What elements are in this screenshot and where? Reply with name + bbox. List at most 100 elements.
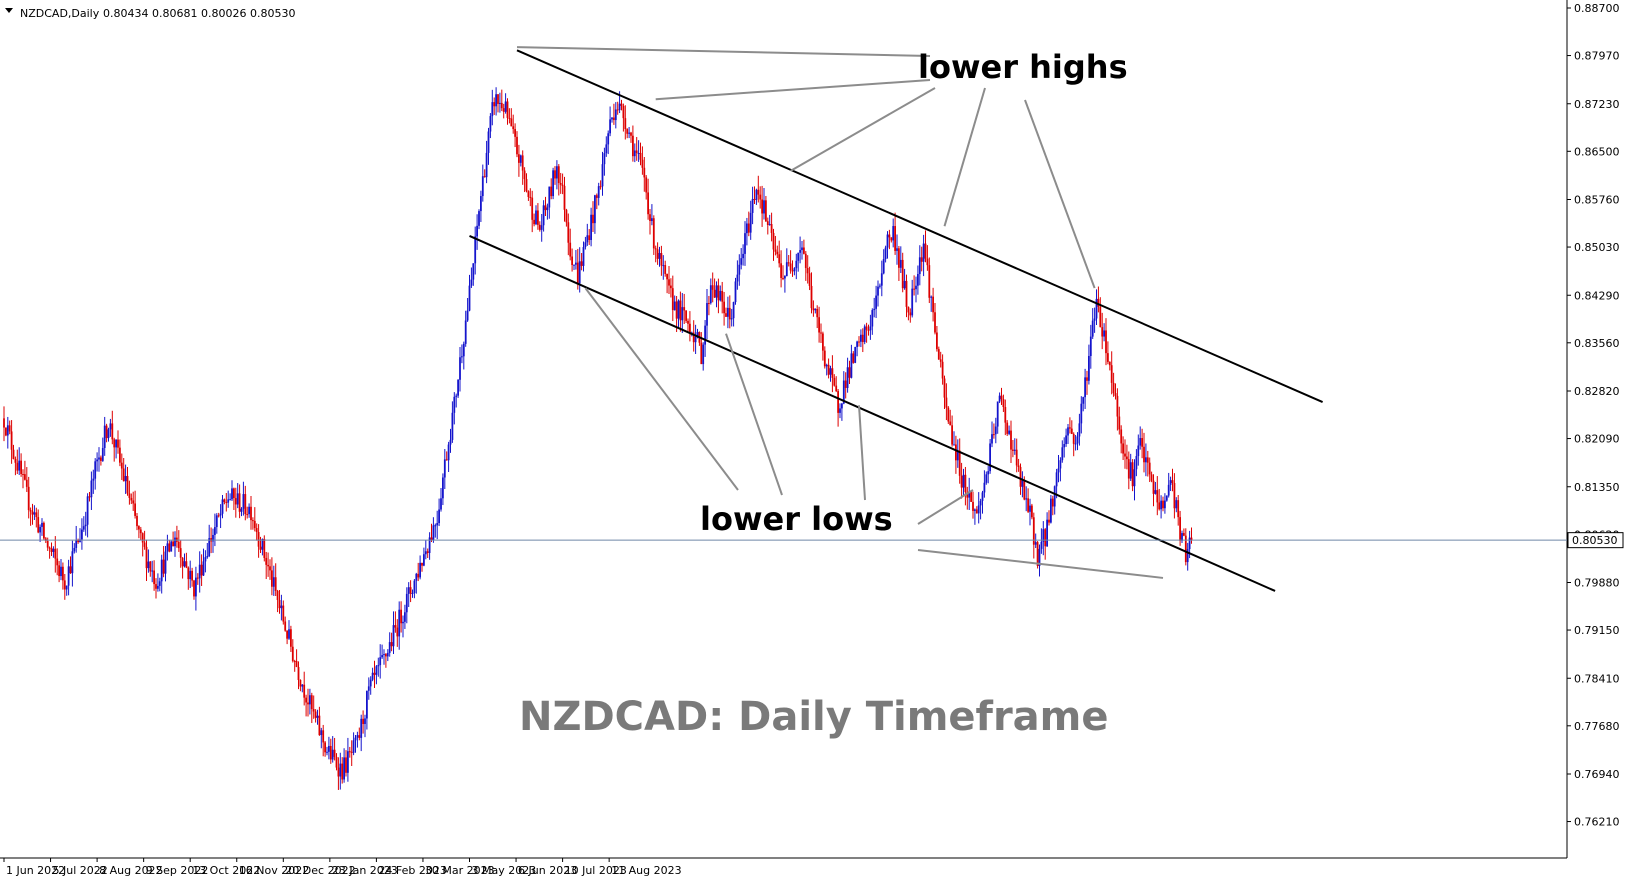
candle [903, 268, 906, 290]
candle-body [717, 285, 720, 301]
candle-body [654, 248, 657, 250]
candle-body [557, 166, 560, 184]
candle-body [994, 426, 997, 435]
candle-body [1044, 529, 1047, 547]
candle [812, 300, 815, 317]
candle [565, 208, 568, 227]
candle [898, 245, 900, 281]
candle-body [993, 434, 995, 436]
candle [221, 494, 224, 519]
candle-body [242, 494, 245, 509]
x-tick-label: 23 Jan 2023 [332, 864, 398, 877]
candle [314, 709, 317, 723]
x-tick-label: 6 Jun 2023 [518, 864, 577, 877]
candle [706, 288, 708, 340]
candle [404, 604, 406, 629]
candle [784, 275, 786, 293]
candle-body [1141, 438, 1143, 447]
candle-body [1065, 435, 1067, 444]
candle-body [453, 396, 456, 413]
candle [1008, 425, 1010, 436]
candle-body [328, 745, 330, 752]
candle-body [424, 551, 427, 555]
candle-body [138, 526, 140, 530]
candle-body [662, 265, 665, 267]
candle [352, 732, 355, 756]
candle [316, 709, 319, 725]
candle-body [301, 684, 304, 687]
candle-body [476, 225, 478, 237]
chart-menu-triangle-icon[interactable] [5, 8, 13, 13]
candle-body [423, 554, 425, 566]
candle-body [1183, 533, 1185, 536]
candle-body [751, 198, 754, 213]
candle-body [280, 605, 283, 609]
candle [1002, 394, 1005, 412]
candle [326, 746, 328, 756]
lower-lows-pointer [917, 549, 1164, 579]
candle [535, 205, 537, 226]
candle-body [956, 450, 959, 461]
candle-body [576, 262, 579, 284]
candle [675, 296, 678, 333]
candle-body [880, 273, 883, 286]
candle [1093, 307, 1096, 333]
candle-body [943, 378, 946, 398]
candle [985, 471, 988, 485]
y-tick-label: 0.85760 [1574, 194, 1620, 207]
candle [1080, 396, 1083, 434]
candle [1133, 459, 1136, 501]
candle-body [987, 471, 990, 475]
candle [951, 415, 953, 447]
candle-body [962, 474, 965, 488]
candle-body [860, 334, 862, 342]
candle [348, 746, 351, 758]
candle [550, 178, 553, 200]
candle [1141, 428, 1143, 459]
candle [782, 265, 784, 281]
candle-body [457, 379, 459, 396]
candle-body [265, 557, 268, 565]
candle [299, 679, 302, 692]
candle [635, 137, 638, 161]
candle-body [514, 129, 516, 137]
candle-body [723, 301, 725, 314]
candle [1120, 425, 1123, 454]
candle [223, 498, 226, 505]
candle-body [82, 526, 85, 530]
candle [120, 453, 123, 480]
candle-body [658, 253, 661, 259]
candle [318, 706, 321, 736]
candle-body [884, 247, 887, 260]
candle [548, 186, 551, 219]
candle-body [470, 279, 473, 286]
candle [571, 248, 573, 272]
candle-body [506, 101, 509, 118]
candle [356, 731, 359, 748]
candle-body [945, 397, 948, 408]
trendline-lower[interactable] [469, 235, 1276, 592]
candle-body [96, 459, 98, 462]
candle-body [964, 474, 967, 493]
candle-body [14, 458, 17, 463]
candle [934, 303, 936, 335]
candle-body [257, 532, 260, 547]
candle-body [252, 520, 254, 522]
trendline-upper[interactable] [516, 49, 1324, 403]
candle [1154, 481, 1157, 495]
candle [265, 551, 268, 580]
candle [567, 213, 570, 256]
candle-body [742, 253, 744, 259]
candle-body [989, 443, 991, 472]
candle-body [166, 543, 169, 552]
candle [848, 360, 851, 385]
candle-body [833, 377, 836, 386]
y-axis: 0.88700 0.87970 0.87230 0.86500 0.85760 0.850… [1567, 2, 1620, 829]
candle [126, 466, 129, 496]
candle-body [1188, 537, 1191, 550]
candle-body [356, 735, 359, 738]
candle [544, 196, 547, 216]
candle [766, 217, 769, 235]
candle-body [1038, 548, 1041, 567]
candle-body [377, 665, 380, 667]
